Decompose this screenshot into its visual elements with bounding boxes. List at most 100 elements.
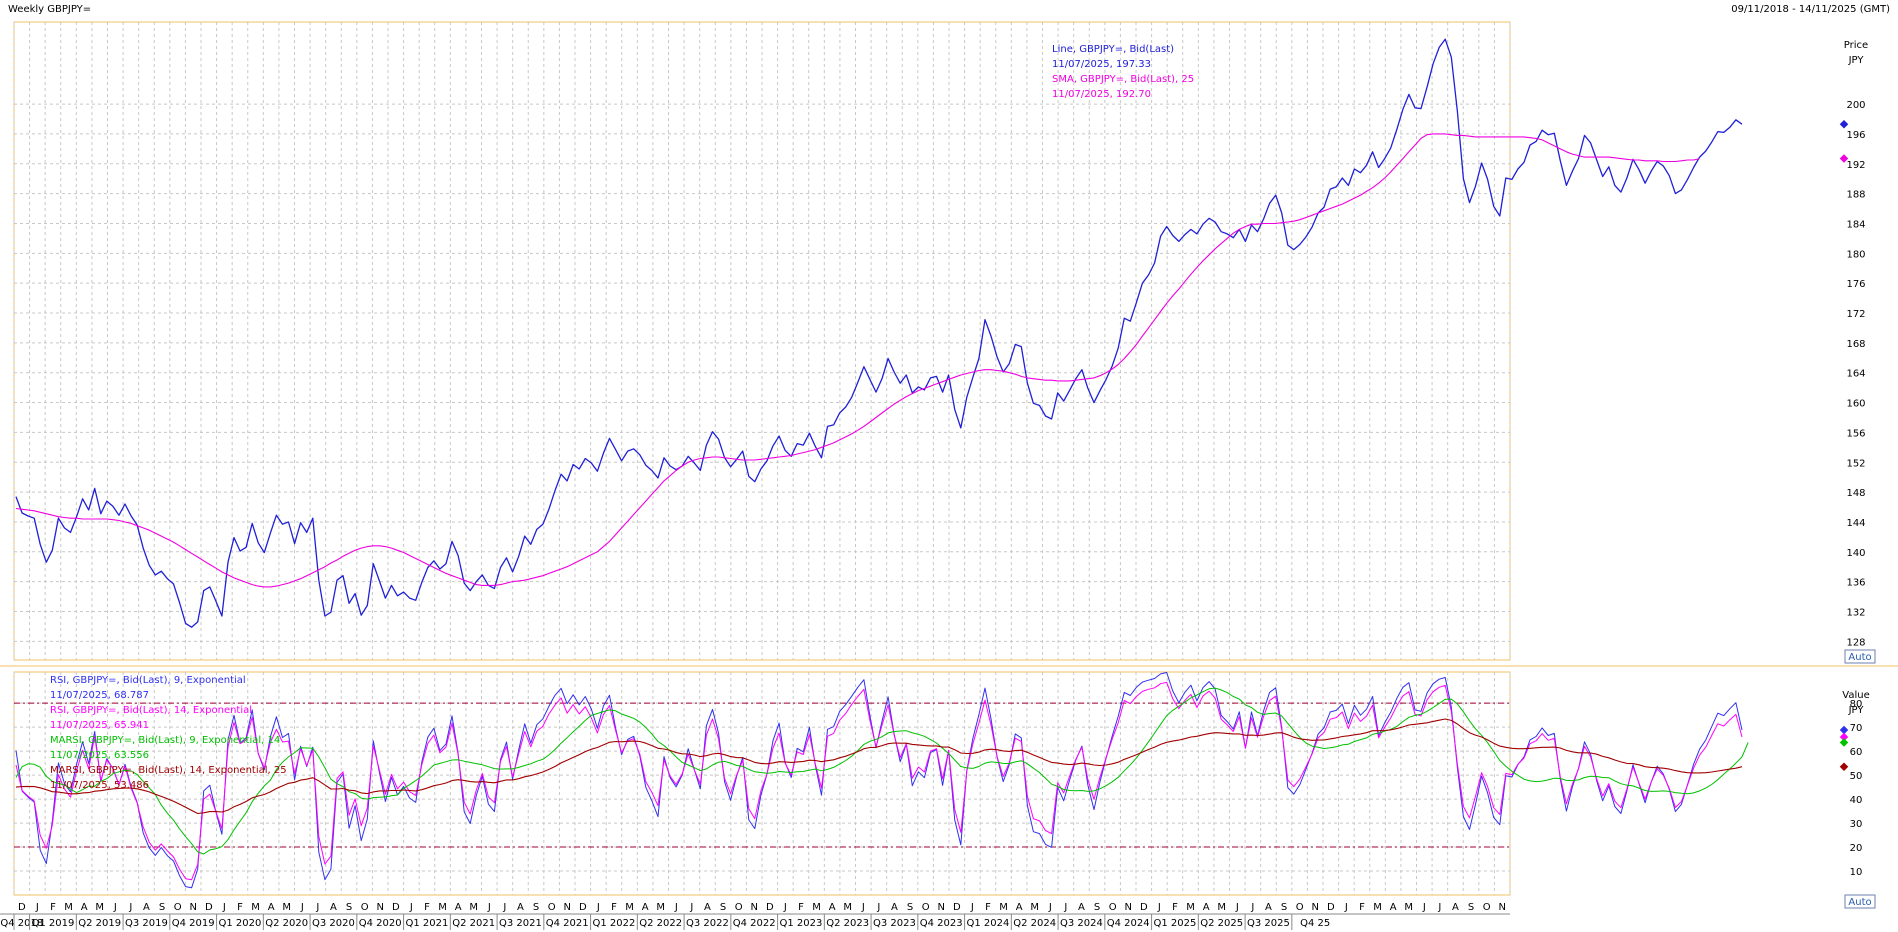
x-quarter-label: Q4 2021 (546, 918, 589, 929)
x-month-label: M (1404, 902, 1413, 913)
x-quarter-label: Q3 2020 (312, 918, 355, 929)
x-month-label: M (95, 902, 104, 913)
auto-button-frame (1844, 894, 1876, 909)
x-month-label: S (159, 902, 165, 913)
x-month-label: A (891, 902, 898, 913)
x-month-label: J (300, 902, 304, 913)
x-month-label: M (843, 902, 852, 913)
osc-last-value-marker-1 (1839, 732, 1849, 742)
x-month-label: J (596, 902, 600, 913)
x-month-label: M (1030, 902, 1039, 913)
x-month-label: M (1217, 902, 1226, 913)
x-quarter-label: Q1 2019 (32, 918, 75, 929)
x-month-label: J (113, 902, 117, 913)
x-month-label: M (1186, 902, 1195, 913)
x-quarter-label: Q1 2024 (967, 918, 1010, 929)
x-quarter-label: Q4 2020 (359, 918, 402, 929)
x-month-label: F (798, 902, 804, 913)
x-month-label: N (563, 902, 570, 913)
x-month-label: J (1063, 902, 1067, 913)
x-month-label: S (346, 902, 352, 913)
x-month-label: S (1468, 902, 1474, 913)
x-month-label: S (533, 902, 539, 913)
y-tick-label: 184 (1846, 219, 1865, 230)
y-tick-label: 40 (1850, 795, 1863, 806)
x-month-label: J (128, 902, 132, 913)
price-series-line-1 (15, 133, 1700, 588)
x-month-label: A (455, 902, 462, 913)
x-month-label: M (282, 902, 291, 913)
y-tick-label: 164 (1846, 369, 1865, 380)
x-month-label: A (642, 902, 649, 913)
legend-label: Line, GBPJPY=, Bid(Last) (1052, 44, 1174, 55)
x-month-label: D (579, 902, 587, 913)
x-quarter-label: Q2 2023 (826, 918, 869, 929)
y-tick-label: 136 (1846, 578, 1865, 589)
x-month-label: S (1281, 902, 1287, 913)
legend-label: MARSI, GBPJPY=, Bid(Last), 14, Exponenti… (50, 765, 287, 776)
x-month-label: A (1078, 902, 1085, 913)
x-month-label: J (1422, 902, 1426, 913)
x-month-label: O (174, 902, 182, 913)
x-quarter-label: Q3 2022 (686, 918, 729, 929)
y-tick-label: 172 (1846, 309, 1865, 320)
legend-value: 11/07/2025, 63.556 (50, 750, 149, 761)
x-month-label: M (438, 902, 447, 913)
chart-title: Weekly GBPJPY= (8, 4, 92, 15)
x-month-label: O (548, 902, 556, 913)
x-month-label: D (953, 902, 961, 913)
x-month-label: D (766, 902, 774, 913)
y-tick-label: 60 (1850, 747, 1863, 758)
x-quarter-label: Q4 2019 (172, 918, 215, 929)
legend-value: 11/07/2025, 53.486 (50, 780, 149, 791)
x-month-label: N (937, 902, 944, 913)
x-quarter-label: Q1 2023 (780, 918, 823, 929)
x-month-label: N (1124, 902, 1131, 913)
x-month-label: J (502, 902, 506, 913)
legend-value: 11/07/2025, 197.33 (1052, 59, 1151, 70)
x-quarter-label: Q2 2025 (1200, 918, 1243, 929)
y-tick-label: 196 (1846, 130, 1865, 141)
auto-button[interactable]: Auto (1848, 652, 1871, 663)
auto-button[interactable]: Auto (1848, 897, 1871, 908)
osc-series-line-0 (15, 672, 1743, 889)
x-quarter-label: Q3 2019 (125, 918, 168, 929)
y-tick-label: 128 (1846, 637, 1865, 648)
x-month-label: A (704, 902, 711, 913)
x-month-label: N (750, 902, 757, 913)
x-quarter-label: Q2 2024 (1013, 918, 1056, 929)
x-month-label: S (720, 902, 726, 913)
y-tick-label: 180 (1846, 249, 1865, 260)
x-month-label: D (205, 902, 213, 913)
x-month-label: O (1296, 902, 1304, 913)
x-month-label: O (361, 902, 369, 913)
x-quarter-label: Q4 2018 (0, 918, 43, 929)
x-quarter-label: Q3 2021 (499, 918, 542, 929)
x-month-label: J (1250, 902, 1254, 913)
x-month-label: N (376, 902, 383, 913)
x-month-label: F (1172, 902, 1178, 913)
y-tick-label: 188 (1846, 190, 1865, 201)
osc-last-value-marker-3 (1839, 762, 1849, 771)
y-tick-label: 148 (1846, 488, 1865, 499)
legend-label: RSI, GBPJPY=, Bid(Last), 9, Exponential (50, 675, 246, 686)
osc-series-line-2 (15, 687, 1749, 855)
x-month-label: A (1203, 902, 1210, 913)
x-month-label: O (1483, 902, 1491, 913)
x-month-label: J (689, 902, 693, 913)
x-month-label: J (783, 902, 787, 913)
legend-value: 11/07/2025, 192.70 (1052, 89, 1151, 100)
price-series-line-0 (15, 38, 1743, 628)
x-month-label: M (251, 902, 260, 913)
y-axis-title: Value (1842, 690, 1869, 701)
x-quarter-label: Q1 2022 (593, 918, 636, 929)
x-month-label: A (829, 902, 836, 913)
price-last-value-marker-0 (1839, 119, 1849, 129)
y-tick-label: 30 (1850, 819, 1863, 830)
x-quarter-label: Q4 2022 (733, 918, 776, 929)
x-month-label: M (1373, 902, 1382, 913)
x-month-label: O (922, 902, 930, 913)
y-tick-label: 80 (1850, 699, 1863, 710)
legend-value: 11/07/2025, 68.787 (50, 690, 149, 701)
